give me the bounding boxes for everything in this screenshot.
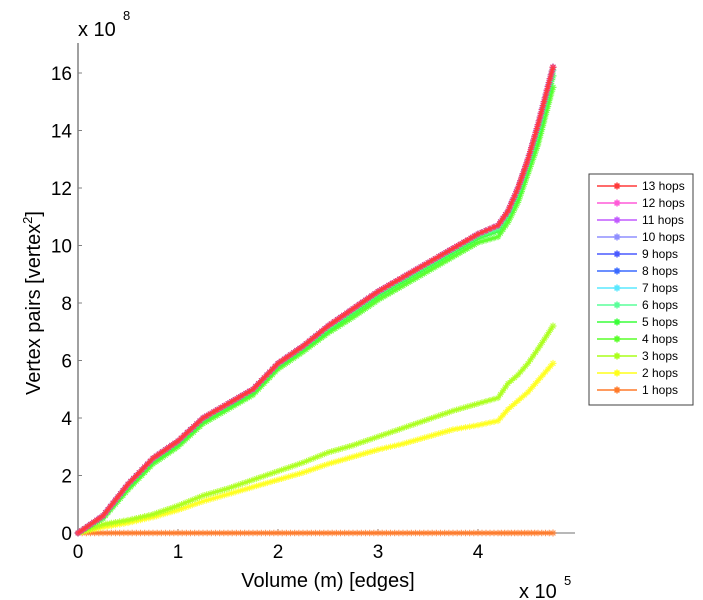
legend-marker: [613, 250, 621, 258]
legend-item: 4 hops: [597, 332, 678, 346]
y-multiplier: x 10: [78, 19, 116, 41]
legend-label: 6 hops: [642, 298, 678, 312]
x-multiplier: x 10: [519, 581, 557, 600]
legend-item: 13 hops: [597, 179, 685, 193]
legend-marker: [613, 182, 621, 190]
x-tick-label: 1: [173, 542, 184, 563]
legend-item: 5 hops: [597, 315, 678, 329]
y-tick-label: 4: [61, 409, 72, 430]
series-1-hops: [74, 529, 557, 537]
series-13-hops: [74, 63, 557, 537]
legend-item: 11 hops: [597, 213, 684, 227]
legend-item: 12 hops: [597, 196, 685, 210]
legend-marker: [613, 284, 621, 292]
legend: 13 hops 12 hops 11 hops 10 hops 9 hops 8 hops…: [588, 173, 694, 406]
legend-label: 4 hops: [642, 332, 678, 346]
legend-marker: [613, 233, 621, 241]
legend-marker: [613, 199, 621, 207]
legend-label: 10 hops: [642, 230, 685, 244]
y-axis-label-sup: 2: [20, 217, 35, 224]
y-tick-label: 12: [51, 179, 72, 200]
x-tick-label: 3: [373, 542, 384, 563]
x-tick-label: 4: [473, 542, 484, 563]
legend-marker: [613, 386, 621, 394]
series-3-hops: [74, 322, 557, 537]
legend-label: 2 hops: [642, 366, 678, 380]
series-markers: [74, 529, 557, 537]
series-markers: [74, 322, 557, 537]
legend-item: 10 hops: [597, 230, 685, 244]
y-tick-label: 0: [61, 524, 72, 545]
series-markers: [74, 63, 557, 537]
svg-text:Vertex pairs [vertex2]: Vertex pairs [vertex2]: [20, 211, 45, 395]
series-2-hops: [74, 359, 557, 537]
y-tick-label: 2: [61, 467, 72, 488]
legend-marker: [613, 335, 621, 343]
y-axis-label: Vertex pairs [vertex2]: [20, 211, 45, 395]
legend-marker: [613, 369, 621, 377]
legend-marker: [613, 267, 621, 275]
legend-label: 8 hops: [642, 264, 678, 278]
series-layer: [74, 63, 557, 537]
legend-item: 9 hops: [597, 247, 678, 261]
legend-box: [588, 173, 694, 406]
y-tick-label: 14: [51, 122, 73, 143]
y-multiplier-exp: 8: [123, 8, 130, 23]
legend-marker: [613, 318, 621, 326]
legend-item: 2 hops: [597, 366, 678, 380]
y-axis-label-main: Vertex pairs [vertex: [23, 224, 45, 395]
legend-item: 3 hops: [597, 349, 678, 363]
y-tick-label: 10: [51, 237, 72, 258]
y-axis-label-close: ]: [23, 211, 45, 217]
legend-marker: [613, 352, 621, 360]
legend-marker: [613, 301, 621, 309]
x-tick-label: 2: [273, 542, 284, 563]
legend-marker: [613, 216, 621, 224]
legend-label: 12 hops: [642, 196, 685, 210]
legend-label: 5 hops: [642, 315, 678, 329]
x-axis-label: Volume (m) [edges]: [241, 570, 414, 592]
series-markers: [74, 359, 557, 537]
legend-item: 1 hops: [597, 383, 678, 397]
series-line: [77, 325, 555, 535]
y-tick-label: 6: [61, 352, 72, 373]
legend-label: 1 hops: [642, 383, 678, 397]
legend-label: 9 hops: [642, 247, 678, 261]
legend-item: 6 hops: [597, 298, 678, 312]
legend-item: 8 hops: [597, 264, 678, 278]
series-line: [77, 362, 554, 535]
legend-item: 7 hops: [597, 281, 678, 295]
legend-label: 7 hops: [642, 281, 678, 295]
series-line: [77, 66, 555, 535]
y-tick-label: 8: [61, 294, 72, 315]
y-tick-label: 16: [51, 64, 72, 85]
x-tick-label: 0: [73, 542, 84, 563]
x-multiplier-exp: 5: [564, 573, 571, 588]
labels: Volume (m) [edges] x 10 5 x 10 8 Vertex …: [20, 8, 571, 600]
legend-label: 11 hops: [642, 213, 684, 227]
x-multiplier-base: x 10: [519, 581, 557, 600]
legend-label: 3 hops: [642, 349, 678, 363]
legend-label: 13 hops: [642, 179, 685, 193]
